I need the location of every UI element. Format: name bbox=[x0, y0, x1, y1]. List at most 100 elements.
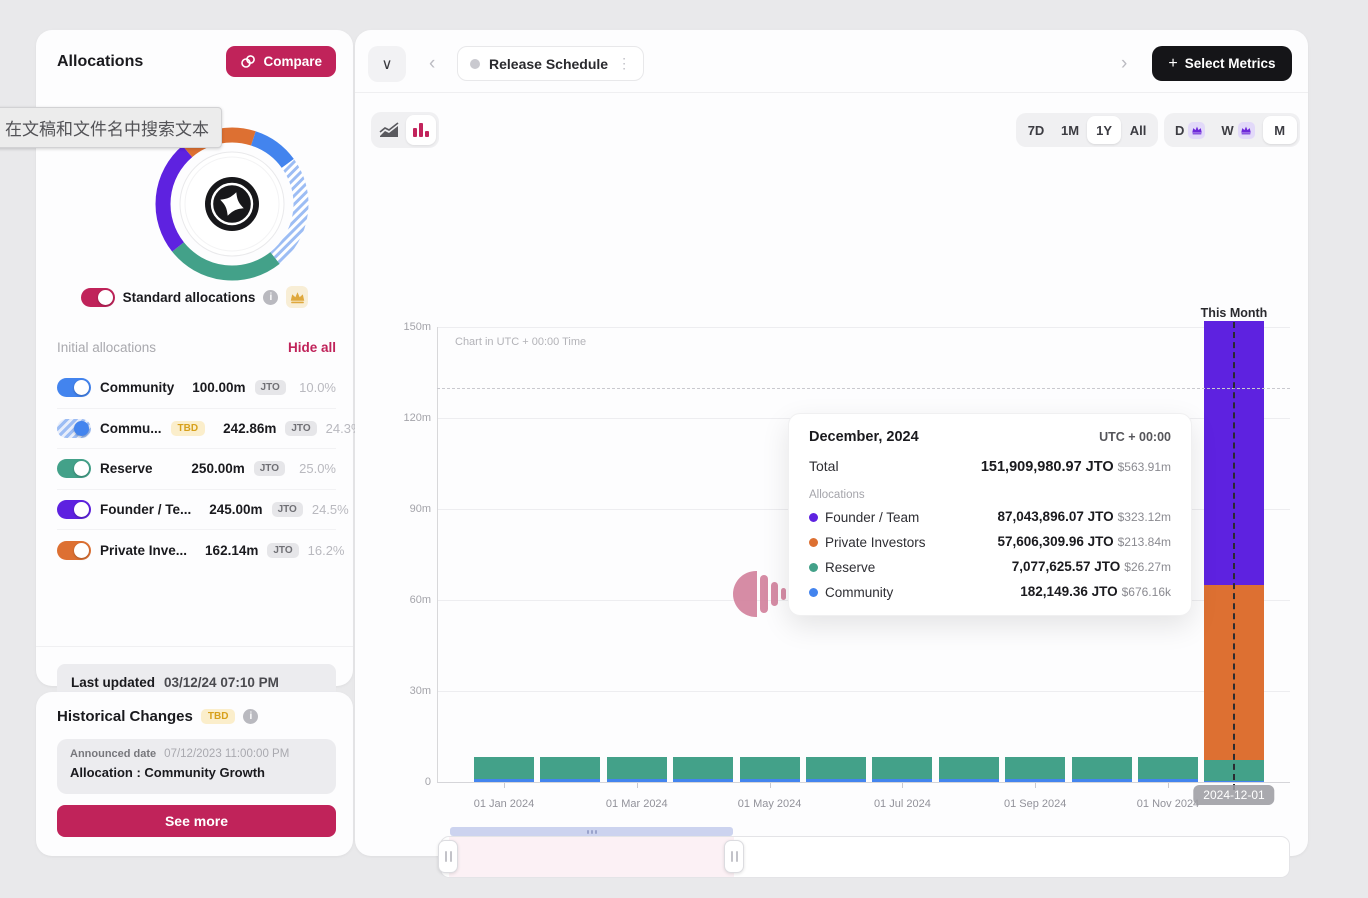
bar-segment-community bbox=[1138, 778, 1198, 782]
donut-segment-founder-team[interactable] bbox=[155, 145, 193, 252]
bar-feb-2024[interactable] bbox=[540, 757, 601, 782]
allocation-toggle-reserve[interactable] bbox=[57, 459, 91, 479]
brush-selection[interactable] bbox=[449, 837, 734, 877]
bar-segment-community bbox=[474, 778, 534, 782]
x-axis-tick bbox=[902, 783, 904, 788]
donut-segment-community[interactable] bbox=[250, 131, 294, 169]
prev-metric-arrow[interactable]: ‹ bbox=[429, 53, 436, 74]
tooltip-total-label: Total bbox=[809, 458, 839, 474]
tooltip-total-value: 151,909,980.97 JTO bbox=[980, 459, 1114, 475]
bar-jun-2024[interactable] bbox=[806, 757, 866, 782]
bar-segment-reserve bbox=[872, 757, 933, 779]
bar-apr-2024[interactable] bbox=[673, 757, 734, 782]
brush-range-strip[interactable] bbox=[450, 827, 733, 836]
allocation-toggle-commu-[interactable] bbox=[57, 418, 91, 438]
info-icon[interactable]: i bbox=[243, 709, 259, 724]
series-color-dot bbox=[809, 562, 818, 572]
bar-segment-community bbox=[1005, 778, 1066, 782]
divider bbox=[355, 92, 1308, 93]
bar-oct-2024[interactable] bbox=[1071, 757, 1132, 782]
see-more-button[interactable]: See more bbox=[57, 805, 336, 837]
bar-segment-community bbox=[540, 778, 601, 782]
allocation-percent: 10.0% bbox=[299, 380, 336, 396]
allocation-toggle-community[interactable] bbox=[57, 378, 91, 398]
range-button-1m[interactable]: 1M bbox=[1053, 116, 1087, 144]
donut-segment-reserve[interactable] bbox=[172, 242, 280, 281]
bar-nov-2024[interactable] bbox=[1138, 757, 1198, 782]
gridline-30m bbox=[437, 691, 1290, 692]
metric-dot bbox=[470, 58, 480, 69]
gridline-0 bbox=[437, 782, 1290, 783]
bar-sep-2024[interactable] bbox=[1005, 757, 1066, 782]
tbd-badge: TBD bbox=[200, 709, 236, 724]
compare-button[interactable]: Compare bbox=[226, 46, 336, 77]
allocations-donut-chart[interactable] bbox=[137, 109, 327, 299]
bar-segment-reserve bbox=[938, 757, 999, 779]
allocation-name: Reserve bbox=[100, 461, 153, 477]
historical-changes-title: Historical Changes bbox=[57, 708, 193, 725]
divider bbox=[36, 646, 353, 647]
initial-allocations-title: Initial allocations bbox=[57, 340, 157, 355]
interval-button-d[interactable]: D bbox=[1167, 116, 1213, 144]
next-metric-arrow[interactable]: › bbox=[1121, 53, 1128, 74]
donut-segment-community-tbd-[interactable] bbox=[270, 159, 309, 264]
bar-mar-2024[interactable] bbox=[606, 757, 667, 782]
x-axis-tick bbox=[1035, 783, 1037, 788]
tooltip-series-value-group: 7,077,625.57 JTO $26.27m bbox=[1012, 558, 1171, 576]
select-metrics-button[interactable]: + Select Metrics bbox=[1152, 46, 1292, 81]
initial-allocations-header: Initial allocations Hide all bbox=[57, 340, 336, 355]
allocation-name: Founder / Te... bbox=[100, 501, 192, 517]
brush-handle-right[interactable] bbox=[724, 840, 744, 873]
brush-slider[interactable] bbox=[438, 836, 1290, 878]
toggle-knob bbox=[74, 542, 89, 558]
bar-aug-2024[interactable] bbox=[938, 757, 999, 782]
x-axis-label: 01 Nov 2024 bbox=[1136, 798, 1200, 810]
tooltip-series-name: Private Investors bbox=[809, 535, 926, 550]
announced-date-value: 07/12/2023 11:00:00 PM bbox=[164, 748, 290, 760]
bar-chart-button[interactable] bbox=[406, 115, 436, 145]
allocation-toggle-private-inve-[interactable] bbox=[57, 540, 91, 560]
crosshair-line bbox=[1233, 322, 1235, 790]
metric-pill-label: Release Schedule bbox=[489, 55, 609, 72]
toggle-knob bbox=[74, 461, 89, 477]
premium-crown-icon bbox=[1237, 121, 1255, 139]
historical-changes-header: Historical Changes TBD i bbox=[57, 708, 259, 725]
standard-allocations-toggle[interactable] bbox=[80, 287, 115, 307]
wave-bar bbox=[760, 575, 768, 613]
allocation-row-reserve: Reserve 250.00m JTO 25.0% bbox=[57, 449, 336, 490]
bar-segment-reserve bbox=[1005, 757, 1066, 779]
token-logo bbox=[205, 177, 259, 231]
allocation-toggle-founder-te-[interactable] bbox=[57, 499, 91, 519]
tooltip-series-value: 7,077,625.57 JTO bbox=[1011, 559, 1121, 574]
series-name-text: Reserve bbox=[825, 559, 876, 575]
area-chart-button[interactable] bbox=[374, 115, 404, 145]
interval-button-w[interactable]: W bbox=[1213, 116, 1262, 144]
bar-segment-reserve bbox=[673, 757, 734, 779]
range-button-7d[interactable]: 7D bbox=[1019, 116, 1053, 144]
toggle-knob bbox=[97, 289, 113, 305]
range-button-1y[interactable]: 1Y bbox=[1087, 116, 1122, 144]
range-button-all[interactable]: All bbox=[1121, 116, 1155, 144]
allocation-amount: 100.00m bbox=[192, 380, 246, 396]
series-color-dot bbox=[809, 537, 818, 547]
info-icon[interactable]: i bbox=[263, 289, 279, 305]
token-unit-badge: JTO bbox=[254, 380, 286, 396]
bar-jul-2024[interactable] bbox=[872, 757, 933, 782]
allocation-amount: 162.14m bbox=[205, 542, 259, 558]
allocation-percent: 24.5% bbox=[311, 501, 349, 517]
allocation-row-founder-te-: Founder / Te... 245.00m JTO 24.5% bbox=[57, 490, 349, 530]
historical-changes-panel: Historical Changes TBD i Announced date … bbox=[36, 692, 353, 856]
bar-jan-2024[interactable] bbox=[474, 757, 534, 782]
metrics-dropdown-button[interactable]: ∨ bbox=[368, 46, 406, 82]
bar-may-2024[interactable] bbox=[739, 757, 800, 782]
brush-handle-left[interactable] bbox=[438, 840, 458, 873]
wave-half-disc bbox=[733, 571, 757, 617]
interval-button-m[interactable]: M bbox=[1262, 116, 1297, 144]
kebab-menu-icon[interactable]: ⋮ bbox=[617, 55, 632, 71]
tooltip-row-community: Community 182,149.36 JTO $676.16k bbox=[809, 583, 1171, 601]
allocation-row-private-inve-: Private Inve... 162.14m JTO 16.2% bbox=[57, 530, 345, 571]
metric-pill[interactable]: Release Schedule ⋮ bbox=[457, 46, 645, 81]
tooltip-row-founder-team: Founder / Team 87,043,896.07 JTO $323.12m bbox=[809, 508, 1171, 526]
hide-all-button[interactable]: Hide all bbox=[287, 340, 336, 355]
token-unit-badge: JTO bbox=[285, 420, 317, 436]
